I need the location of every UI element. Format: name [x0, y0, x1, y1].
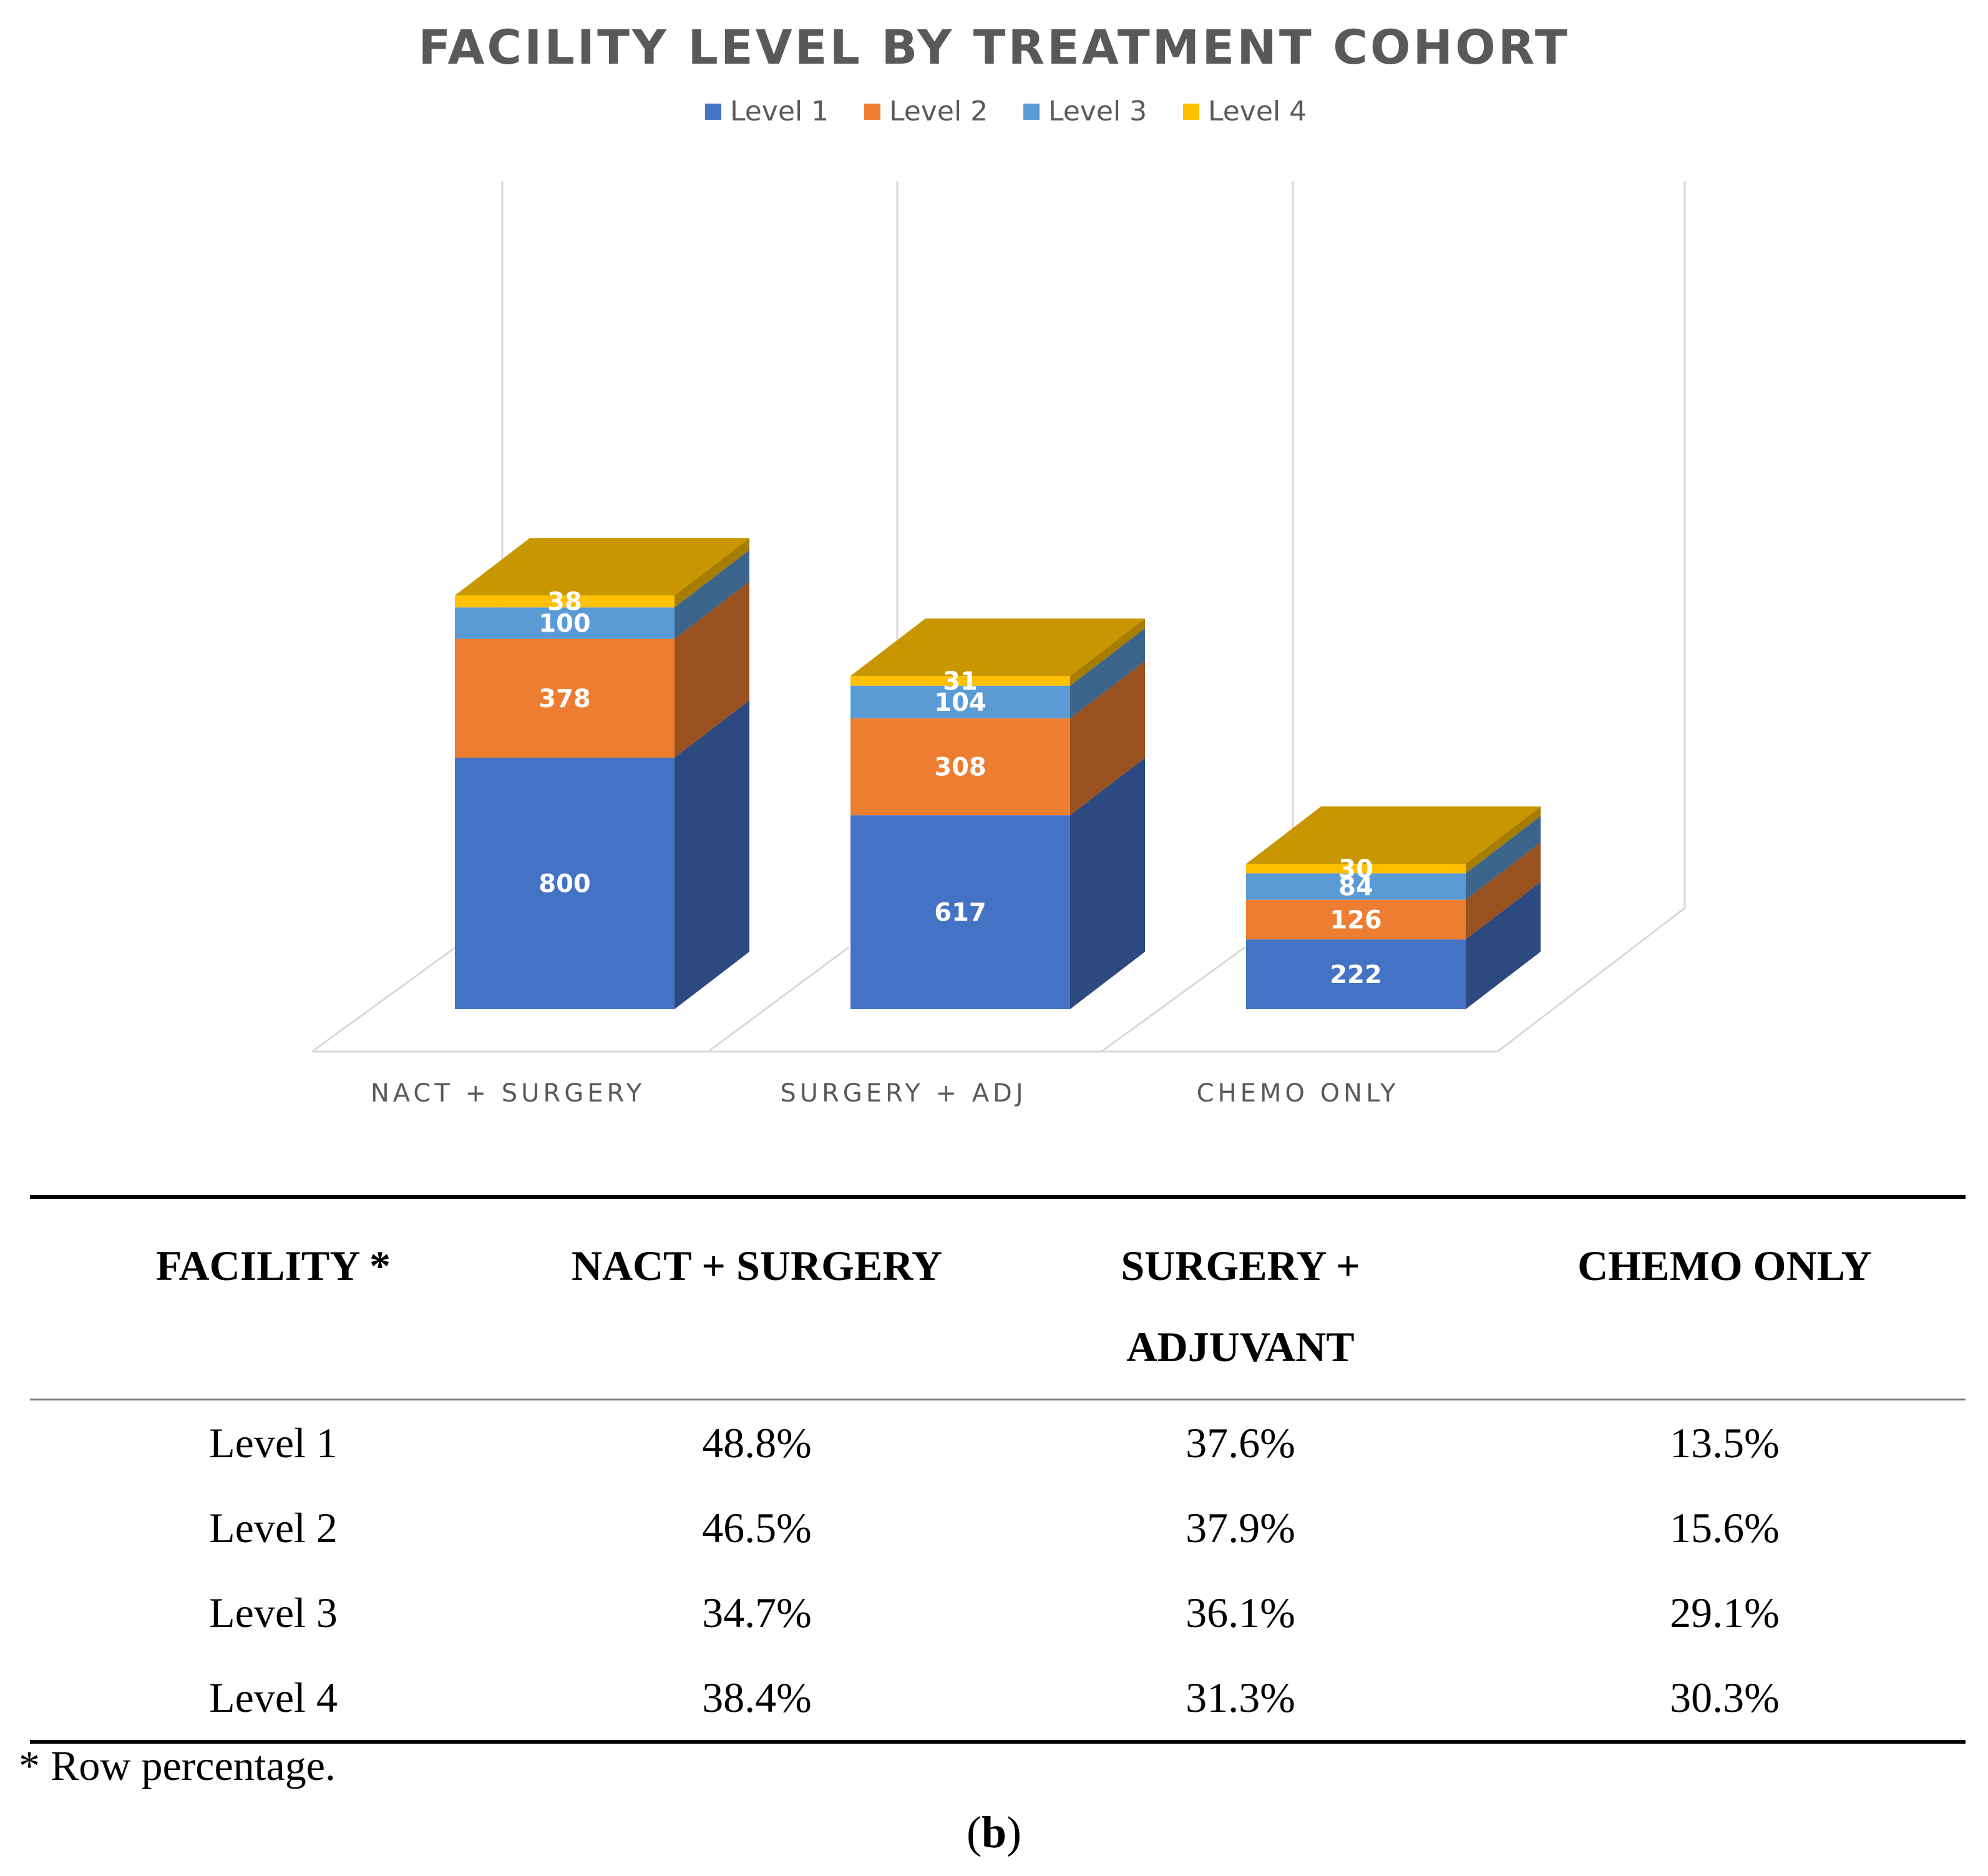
chart-title: FACILITY LEVEL BY TREATMENT COHORT	[418, 19, 1569, 75]
data-label: 800	[538, 870, 591, 899]
table-row: Level 3 34.7% 36.1% 29.1%	[30, 1570, 1966, 1655]
data-label: 100	[538, 609, 591, 638]
bar-top	[850, 618, 1145, 677]
header-chemo-only: CHEMO ONLY	[1577, 1242, 1872, 1289]
floor-right-edge	[1497, 907, 1685, 1053]
table-row: Level 2 46.5% 37.9% 15.6%	[30, 1485, 1966, 1570]
bar-side	[1070, 758, 1145, 1009]
bar-side	[675, 581, 749, 758]
bar-segment	[850, 815, 1070, 1009]
bar-side	[1466, 842, 1541, 940]
legend-label: Level 4	[1208, 95, 1307, 127]
header-surgery-line2: ADJUVANT	[1126, 1323, 1355, 1370]
data-label: 30	[1338, 855, 1373, 884]
data-label: 104	[934, 688, 987, 717]
panel-open: (	[966, 1807, 982, 1857]
row-label: Level 3	[209, 1588, 338, 1636]
bar-segment	[1246, 939, 1466, 1009]
data-label: 38	[547, 588, 582, 617]
bar-top	[1246, 806, 1541, 864]
bar-side	[675, 538, 749, 608]
row-label: Level 2	[209, 1503, 338, 1551]
table-cell: 37.9%	[1186, 1503, 1295, 1551]
bar-side	[675, 550, 749, 639]
bar-side	[1070, 618, 1145, 686]
category-label: SURGERY + ADJ	[780, 1079, 1026, 1108]
table-cell: 48.8%	[702, 1419, 812, 1467]
bar-segment	[455, 595, 675, 608]
chart-legend: Level 1 Level 2 Level 3 Level 4	[705, 95, 1307, 127]
bar-segment	[850, 718, 1070, 816]
bar-segment	[1246, 899, 1466, 940]
data-label: 308	[934, 753, 987, 782]
data-label: 617	[934, 899, 987, 927]
bar-segment	[1246, 864, 1466, 874]
legend-swatch	[705, 104, 721, 120]
legend-label: Level 2	[889, 95, 988, 127]
row-label: Level 4	[209, 1673, 338, 1721]
row-label: Level 1	[209, 1419, 338, 1467]
bar-segment	[1246, 873, 1466, 900]
percentage-table: FACILITY * NACT + SURGERY SURGERY + ADJUV…	[30, 1195, 1966, 1744]
data-label: 378	[538, 685, 591, 713]
panel-close: )	[1006, 1807, 1021, 1857]
table-cell: 46.5%	[702, 1503, 812, 1551]
bar-segment	[850, 676, 1070, 686]
table-cell: 29.1%	[1670, 1588, 1780, 1636]
panel-label: (b)	[0, 1807, 1988, 1859]
table-row: Level 1 48.8% 37.6% 13.5%	[30, 1400, 1966, 1486]
legend-label: Level 3	[1048, 95, 1147, 127]
bar-side	[675, 700, 749, 1009]
header-nact-surgery: NACT + SURGERY	[571, 1242, 943, 1289]
table-footnote: * Row percentage.	[19, 1742, 336, 1789]
legend-label: Level 1	[730, 95, 829, 127]
header-facility: FACILITY *	[156, 1242, 391, 1289]
panel-letter: b	[981, 1807, 1007, 1857]
bar-side	[1070, 661, 1145, 816]
bar-segment	[850, 685, 1070, 719]
data-label: 31	[943, 667, 978, 696]
table-cell: 37.6%	[1186, 1419, 1295, 1467]
table-cell: 15.6%	[1670, 1503, 1780, 1551]
table-header-row: FACILITY * NACT + SURGERY SURGERY + ADJUV…	[30, 1197, 1966, 1400]
data-label: 84	[1338, 873, 1373, 902]
bar-segment	[455, 638, 675, 758]
table-cell: 34.7%	[702, 1588, 812, 1636]
table-cell: 30.3%	[1670, 1673, 1780, 1721]
table-row: Level 4 38.4% 31.3% 30.3%	[30, 1655, 1966, 1742]
table-cell: 38.4%	[702, 1673, 812, 1721]
category-axis: NACT + SURGERY SURGERY + ADJ CHEMO ONLY	[371, 1079, 1400, 1108]
legend-swatch	[1183, 104, 1199, 120]
table-cell: 13.5%	[1670, 1419, 1780, 1467]
bar-top	[455, 538, 749, 596]
floor-divider	[311, 946, 456, 1053]
data-label: 222	[1330, 960, 1382, 989]
stacked-bar-chart: FACILITY LEVEL BY TREATMENT COHORT Level…	[311, 19, 1686, 1108]
bar-side	[1466, 882, 1541, 1009]
table-cell: 36.1%	[1186, 1588, 1295, 1636]
bar-side	[1466, 816, 1541, 900]
legend-swatch	[864, 104, 880, 120]
floor-divider	[1101, 946, 1245, 1053]
header-surgery-line1: SURGERY +	[1121, 1242, 1360, 1289]
bar-segment	[455, 758, 675, 1009]
category-label: CHEMO ONLY	[1197, 1079, 1400, 1108]
bar-side	[1070, 628, 1145, 719]
bar-side	[1466, 806, 1541, 874]
floor-divider	[708, 946, 849, 1053]
legend-swatch	[1023, 104, 1040, 120]
chart-floor	[311, 907, 1685, 1053]
bar-segment	[455, 607, 675, 639]
table-cell: 31.3%	[1186, 1673, 1295, 1721]
header-surgery-adjuvant: SURGERY + ADJUVANT	[997, 1197, 1484, 1400]
category-label: NACT + SURGERY	[371, 1079, 645, 1108]
data-label: 126	[1330, 906, 1382, 934]
